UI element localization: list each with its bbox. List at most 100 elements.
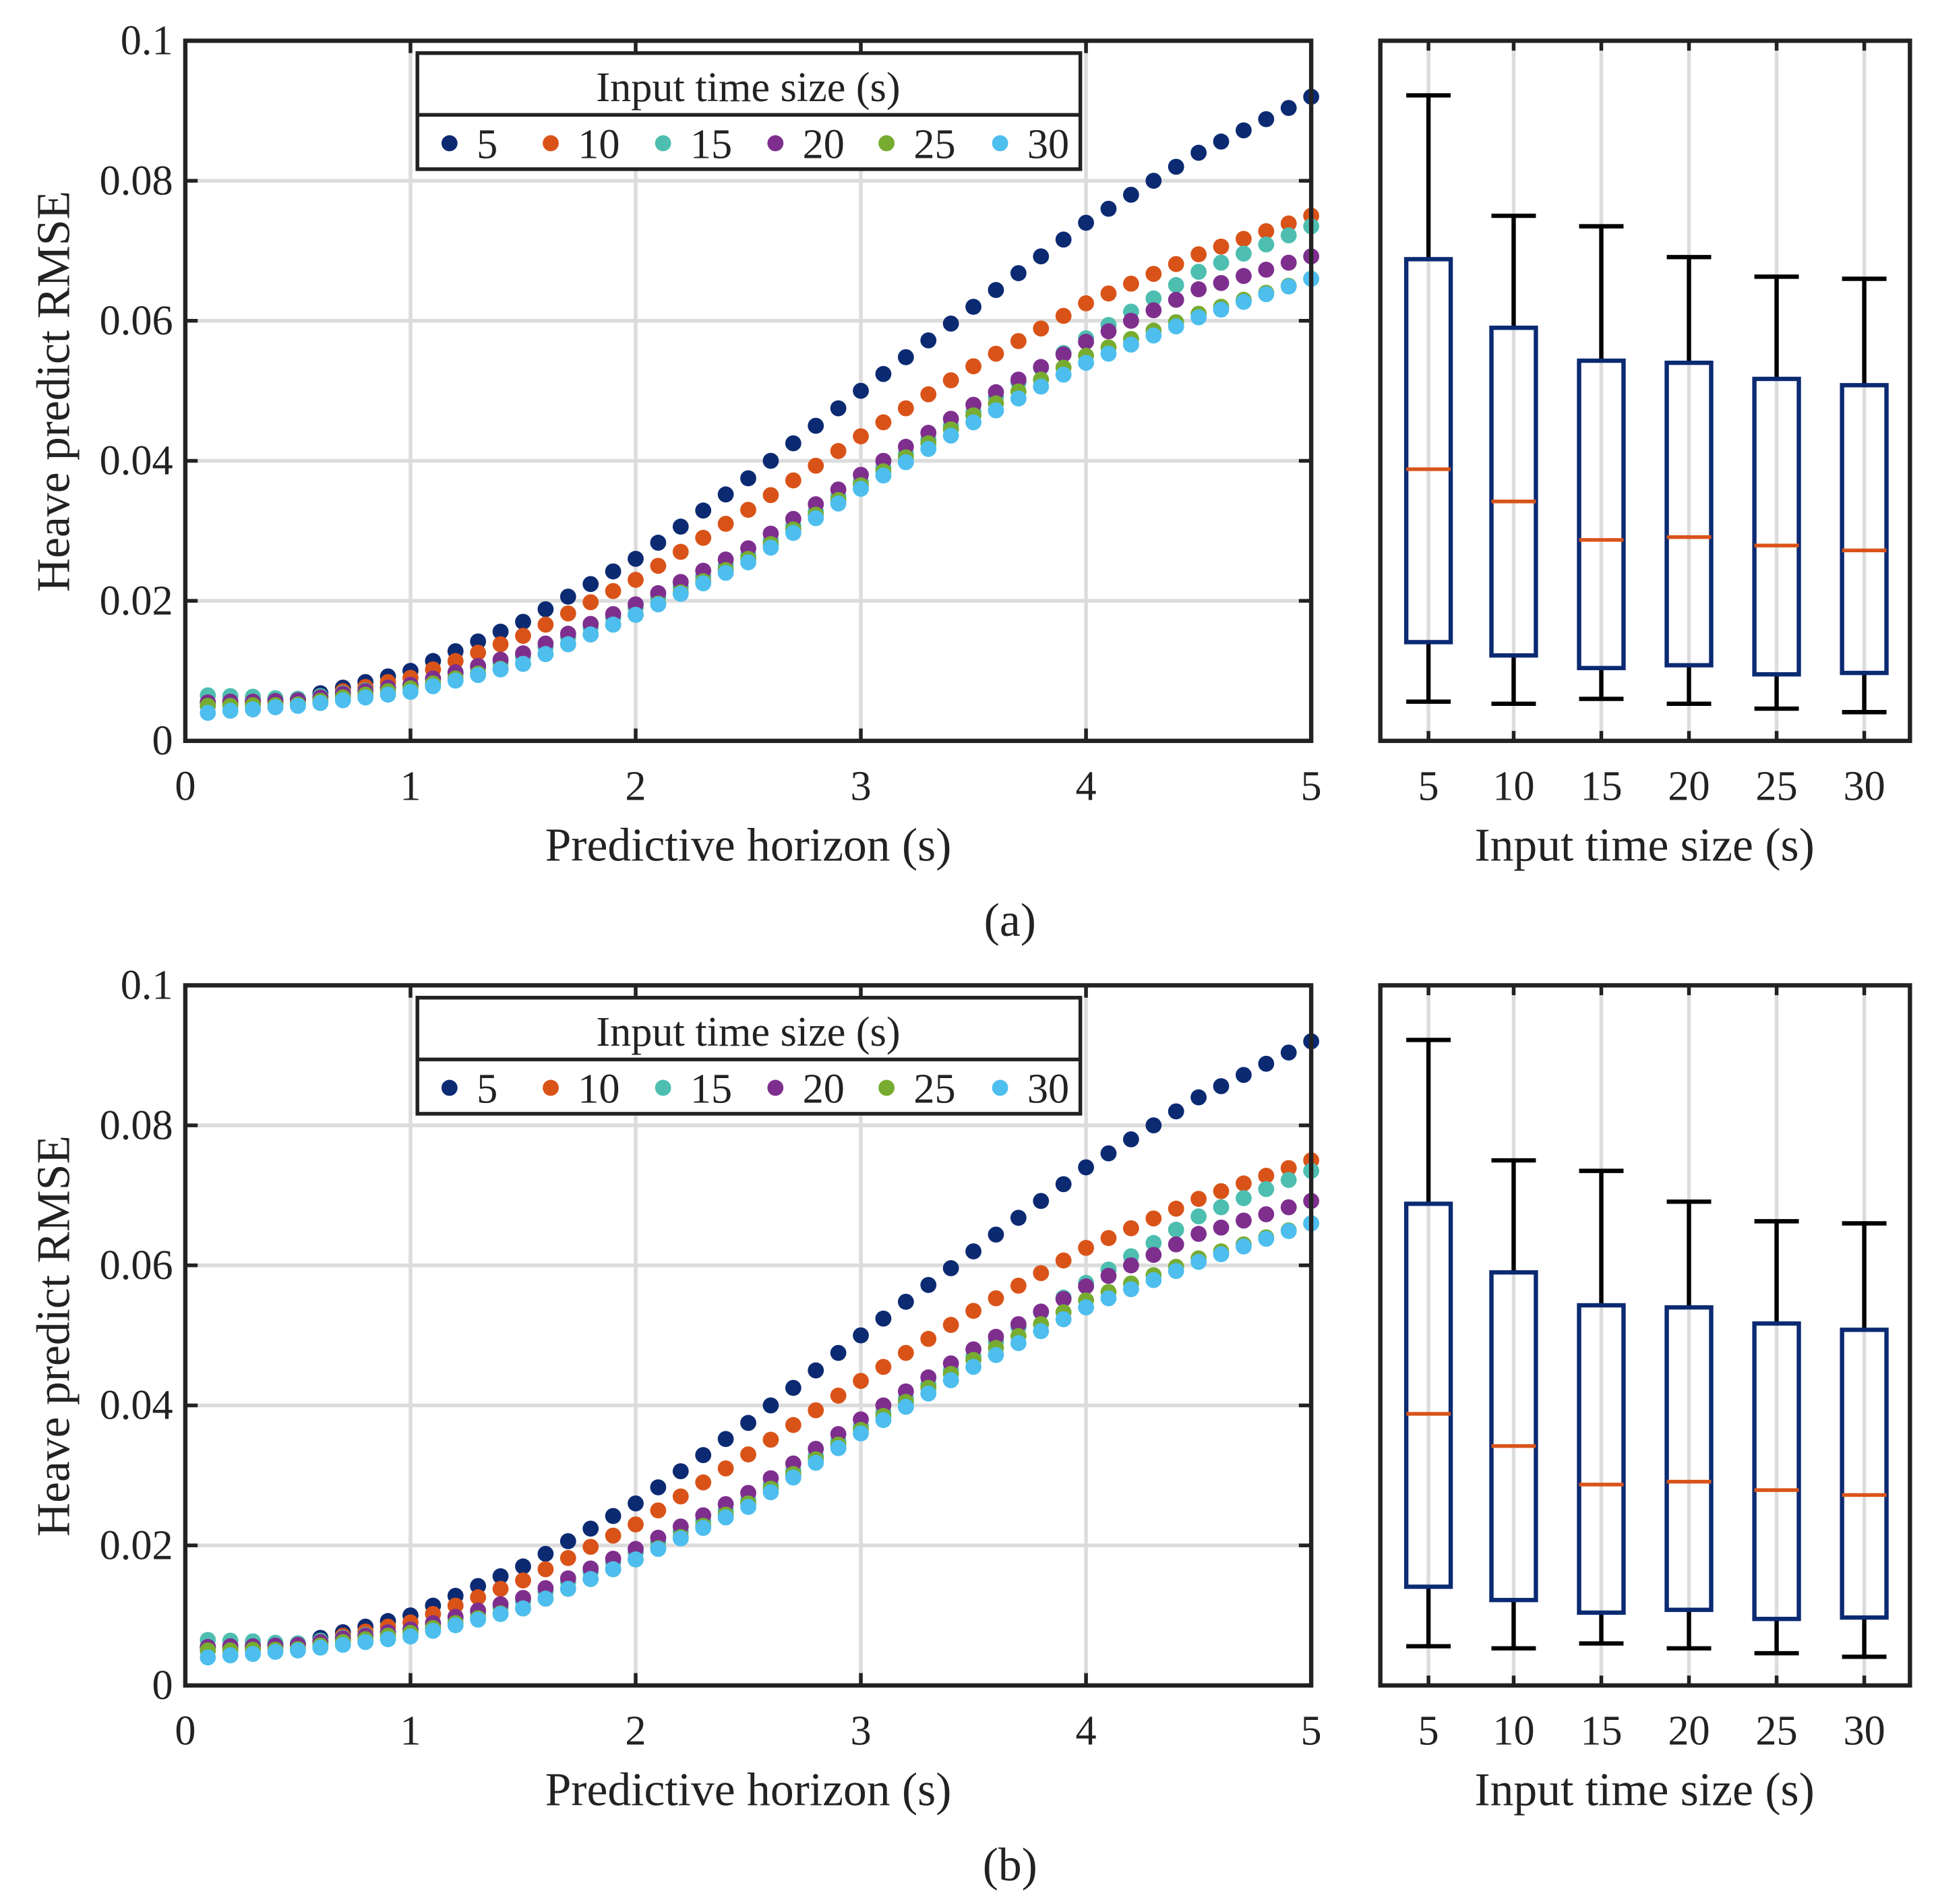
data-point	[1145, 1272, 1162, 1288]
data-point	[1010, 371, 1027, 388]
legend-label-30: 30	[1027, 1066, 1069, 1112]
data-point	[942, 1260, 959, 1276]
data-point	[1258, 1206, 1275, 1222]
data-point	[1168, 291, 1184, 308]
data-point	[875, 1412, 892, 1429]
data-point	[897, 454, 914, 471]
data-point	[650, 596, 667, 613]
data-point	[470, 1611, 487, 1628]
panel-label: (b)	[983, 1839, 1037, 1891]
data-point	[1213, 1078, 1230, 1094]
data-point	[695, 1520, 712, 1537]
legend: Input time size (s) 5 10 15 20 25 30	[415, 51, 1083, 171]
data-point	[965, 358, 981, 375]
box-25	[1752, 274, 1801, 711]
data-point	[1033, 1265, 1050, 1282]
data-point	[1055, 1176, 1072, 1193]
boxplot: 5 10 15 20 25 30 Input time size (s)	[1378, 983, 1912, 1816]
data-point	[628, 1495, 644, 1512]
iqr-box	[1489, 325, 1538, 658]
legend-label-25: 25	[913, 121, 955, 167]
data-point	[875, 365, 892, 382]
data-point	[1258, 1230, 1275, 1247]
data-point	[897, 400, 914, 417]
data-point	[515, 1558, 531, 1575]
data-point	[740, 1415, 756, 1431]
data-point	[245, 701, 262, 718]
data-point	[582, 576, 599, 593]
data-point	[470, 1589, 487, 1605]
legend-marker-15	[655, 135, 671, 152]
data-point	[920, 440, 937, 457]
legend-marker-30	[992, 135, 1008, 152]
data-point	[808, 1454, 824, 1471]
data-point	[425, 1622, 442, 1639]
data-point	[492, 636, 509, 653]
data-point	[1055, 1252, 1072, 1269]
box-5	[1403, 1038, 1453, 1648]
data-point	[695, 1474, 712, 1491]
data-point	[920, 1330, 937, 1347]
data-point	[853, 481, 869, 497]
x-tick-label: 2	[625, 1708, 646, 1754]
box-x-tick-label: 20	[1668, 764, 1710, 810]
box-30	[1840, 1221, 1889, 1659]
data-point	[717, 1509, 734, 1526]
data-point	[447, 672, 464, 689]
data-point	[740, 470, 756, 487]
data-point	[1258, 1167, 1275, 1184]
box-x-axis-label: Input time size (s)	[1474, 819, 1814, 871]
data-point	[785, 1417, 801, 1433]
data-point	[1078, 295, 1094, 311]
box-x-axis-label: Input time size (s)	[1474, 1764, 1814, 1816]
data-point	[605, 563, 622, 580]
data-point	[672, 543, 689, 560]
data-point	[650, 558, 667, 574]
data-point	[447, 1597, 464, 1614]
data-point	[582, 626, 599, 643]
data-point	[1010, 390, 1027, 407]
data-point	[1145, 327, 1162, 344]
data-point	[1190, 1253, 1207, 1270]
data-point	[1168, 318, 1184, 335]
data-point	[717, 486, 734, 503]
legend-title: Input time size (s)	[596, 65, 900, 111]
data-point	[1190, 1089, 1207, 1106]
data-point	[1010, 1316, 1027, 1332]
data-point	[1258, 1055, 1275, 1072]
data-point	[1213, 254, 1230, 271]
data-point	[380, 686, 396, 703]
data-point	[1258, 1181, 1275, 1197]
data-point	[1122, 1131, 1139, 1148]
data-point	[582, 1520, 599, 1537]
y-tick-label: 0	[152, 1663, 173, 1708]
data-point	[1122, 1257, 1139, 1274]
data-point	[1078, 1299, 1094, 1316]
box-x-tick-label: 20	[1668, 1708, 1710, 1754]
data-point	[672, 1530, 689, 1547]
data-point	[402, 684, 419, 701]
data-point	[470, 1578, 487, 1595]
data-point	[1280, 1160, 1297, 1177]
legend-marker-5	[441, 1079, 458, 1096]
data-point	[559, 605, 576, 622]
data-point	[897, 1344, 914, 1361]
data-point	[537, 1590, 554, 1607]
data-point	[605, 616, 622, 633]
data-point	[582, 594, 599, 611]
data-point	[1168, 158, 1184, 175]
series-20	[200, 1193, 1320, 1655]
data-point	[537, 646, 554, 662]
data-point	[1055, 231, 1072, 248]
data-point	[1190, 309, 1207, 326]
data-point	[875, 467, 892, 484]
data-point	[312, 694, 329, 711]
data-point	[1236, 1067, 1252, 1083]
iqr-box	[1489, 1270, 1538, 1603]
y-tick-label: 0.06	[100, 298, 173, 344]
data-point	[853, 428, 869, 445]
data-point	[695, 502, 712, 519]
data-point	[830, 1388, 847, 1404]
legend-title: Input time size (s)	[596, 1009, 900, 1055]
data-point	[1168, 1221, 1184, 1238]
